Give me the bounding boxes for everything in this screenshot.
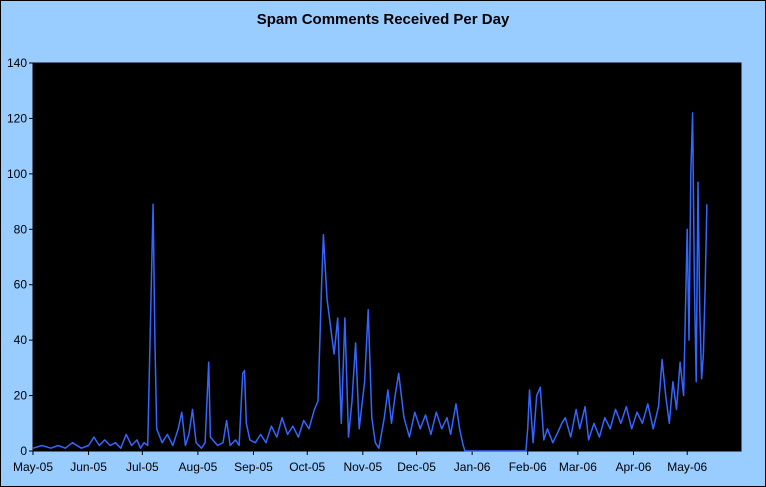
y-tick-label: 140 (7, 56, 27, 70)
chart-title: Spam Comments Received Per Day (256, 11, 510, 28)
x-tick-label: Nov-05 (343, 460, 382, 474)
x-tick-label: Sep-05 (234, 460, 273, 474)
x-tick-label: Mar-06 (559, 460, 597, 474)
series-layer (32, 112, 708, 452)
y-tick-label: 100 (7, 167, 27, 181)
x-tick-label: Aug-05 (179, 460, 218, 474)
y-axis: 0 20 40 60 80 100 120 140 (7, 56, 33, 458)
x-axis: May-05 Jun-05 Jul-05 Aug-05 Sep-05 Oct-05 Nov-… (13, 451, 708, 474)
x-tick-label: Dec-05 (397, 460, 436, 474)
y-tick-label: 0 (20, 444, 27, 458)
x-tick-label: May-06 (667, 460, 707, 474)
y-tick-label: 60 (14, 278, 28, 292)
x-tick-label: Jul-05 (126, 460, 159, 474)
y-tick-label: 120 (7, 111, 27, 125)
x-tick-label: Jan-06 (454, 460, 491, 474)
x-tick-label: Jun-05 (70, 460, 107, 474)
y-tick-label: 20 (14, 389, 28, 403)
y-tick-label: 40 (14, 333, 28, 347)
series-line (32, 112, 708, 452)
x-tick-label: Feb-06 (509, 460, 547, 474)
x-tick-label: May-05 (13, 460, 53, 474)
x-tick-label: Oct-05 (289, 460, 325, 474)
y-tick-label: 80 (14, 222, 28, 236)
x-tick-label: Apr-06 (615, 460, 651, 474)
plot-area (32, 62, 742, 452)
